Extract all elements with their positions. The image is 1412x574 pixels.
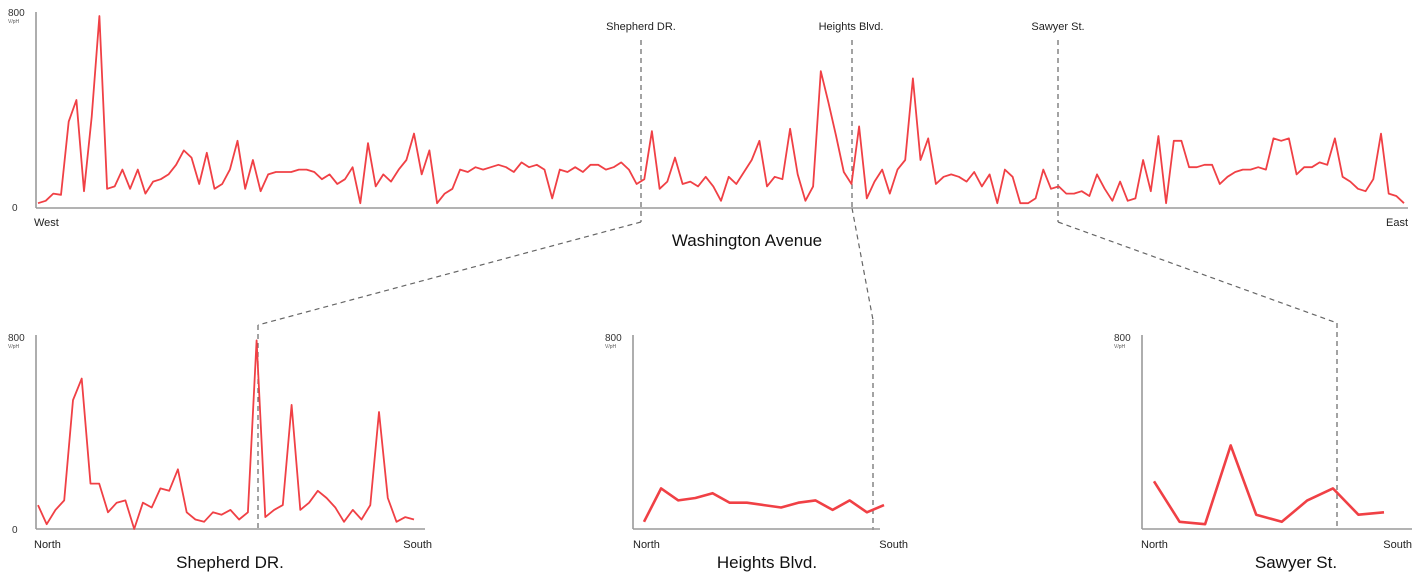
x-end-label-washington: East <box>1386 217 1408 229</box>
x-start-label-heights: North <box>633 539 660 551</box>
x-start-label-washington: West <box>34 217 59 229</box>
guide-shepherd-connector <box>257 221 642 326</box>
street-label-shepherd: Shepherd DR. <box>606 21 676 33</box>
chart-washington: 800 V/pH 0 West East Washington Avenue <box>8 8 1408 250</box>
guide-sawyer-connector <box>1057 221 1338 324</box>
y-tick-max-shepherd: 800 <box>8 333 25 344</box>
chart-title-heights: Heights Blvd. <box>717 553 817 572</box>
chart-title-sawyer: Sawyer St. <box>1255 553 1337 572</box>
chart-shepherd: 800 V/pH 0 North South Shepherd DR. <box>8 333 432 572</box>
street-label-heights: Heights Blvd. <box>819 21 884 33</box>
y-unit-shepherd: V/pH <box>8 344 20 350</box>
y-tick-zero-shepherd: 0 <box>12 525 18 536</box>
series-line-washington <box>37 15 1405 205</box>
y-tick-max-washington: 800 <box>8 8 25 19</box>
y-tick-max-sawyer: 800 <box>1114 333 1131 344</box>
chart-title-shepherd: Shepherd DR. <box>176 553 284 572</box>
series-line-sawyer <box>1152 444 1385 526</box>
y-unit-heights: V/pH <box>605 344 617 350</box>
chart-title-washington: Washington Avenue <box>672 231 822 250</box>
chart-heights: 800 V/pH North South Heights Blvd. <box>605 333 908 572</box>
series-line-shepherd <box>37 339 415 530</box>
guide-heights-connector <box>851 207 874 321</box>
y-tick-zero-washington: 0 <box>12 203 18 214</box>
series-line-heights <box>642 487 885 523</box>
street-label-sawyer: Sawyer St. <box>1031 21 1084 33</box>
y-unit-sawyer: V/pH <box>1114 344 1126 350</box>
guide-lines <box>257 40 1338 530</box>
y-tick-max-heights: 800 <box>605 333 622 344</box>
y-unit-washington: V/pH <box>8 19 20 25</box>
x-end-label-heights: South <box>879 539 908 551</box>
x-end-label-shepherd: South <box>403 539 432 551</box>
chart-sawyer: 800 V/pH North South Sawyer St. <box>1114 333 1412 572</box>
x-start-label-sawyer: North <box>1141 539 1168 551</box>
x-end-label-sawyer: South <box>1383 539 1412 551</box>
x-start-label-shepherd: North <box>34 539 61 551</box>
